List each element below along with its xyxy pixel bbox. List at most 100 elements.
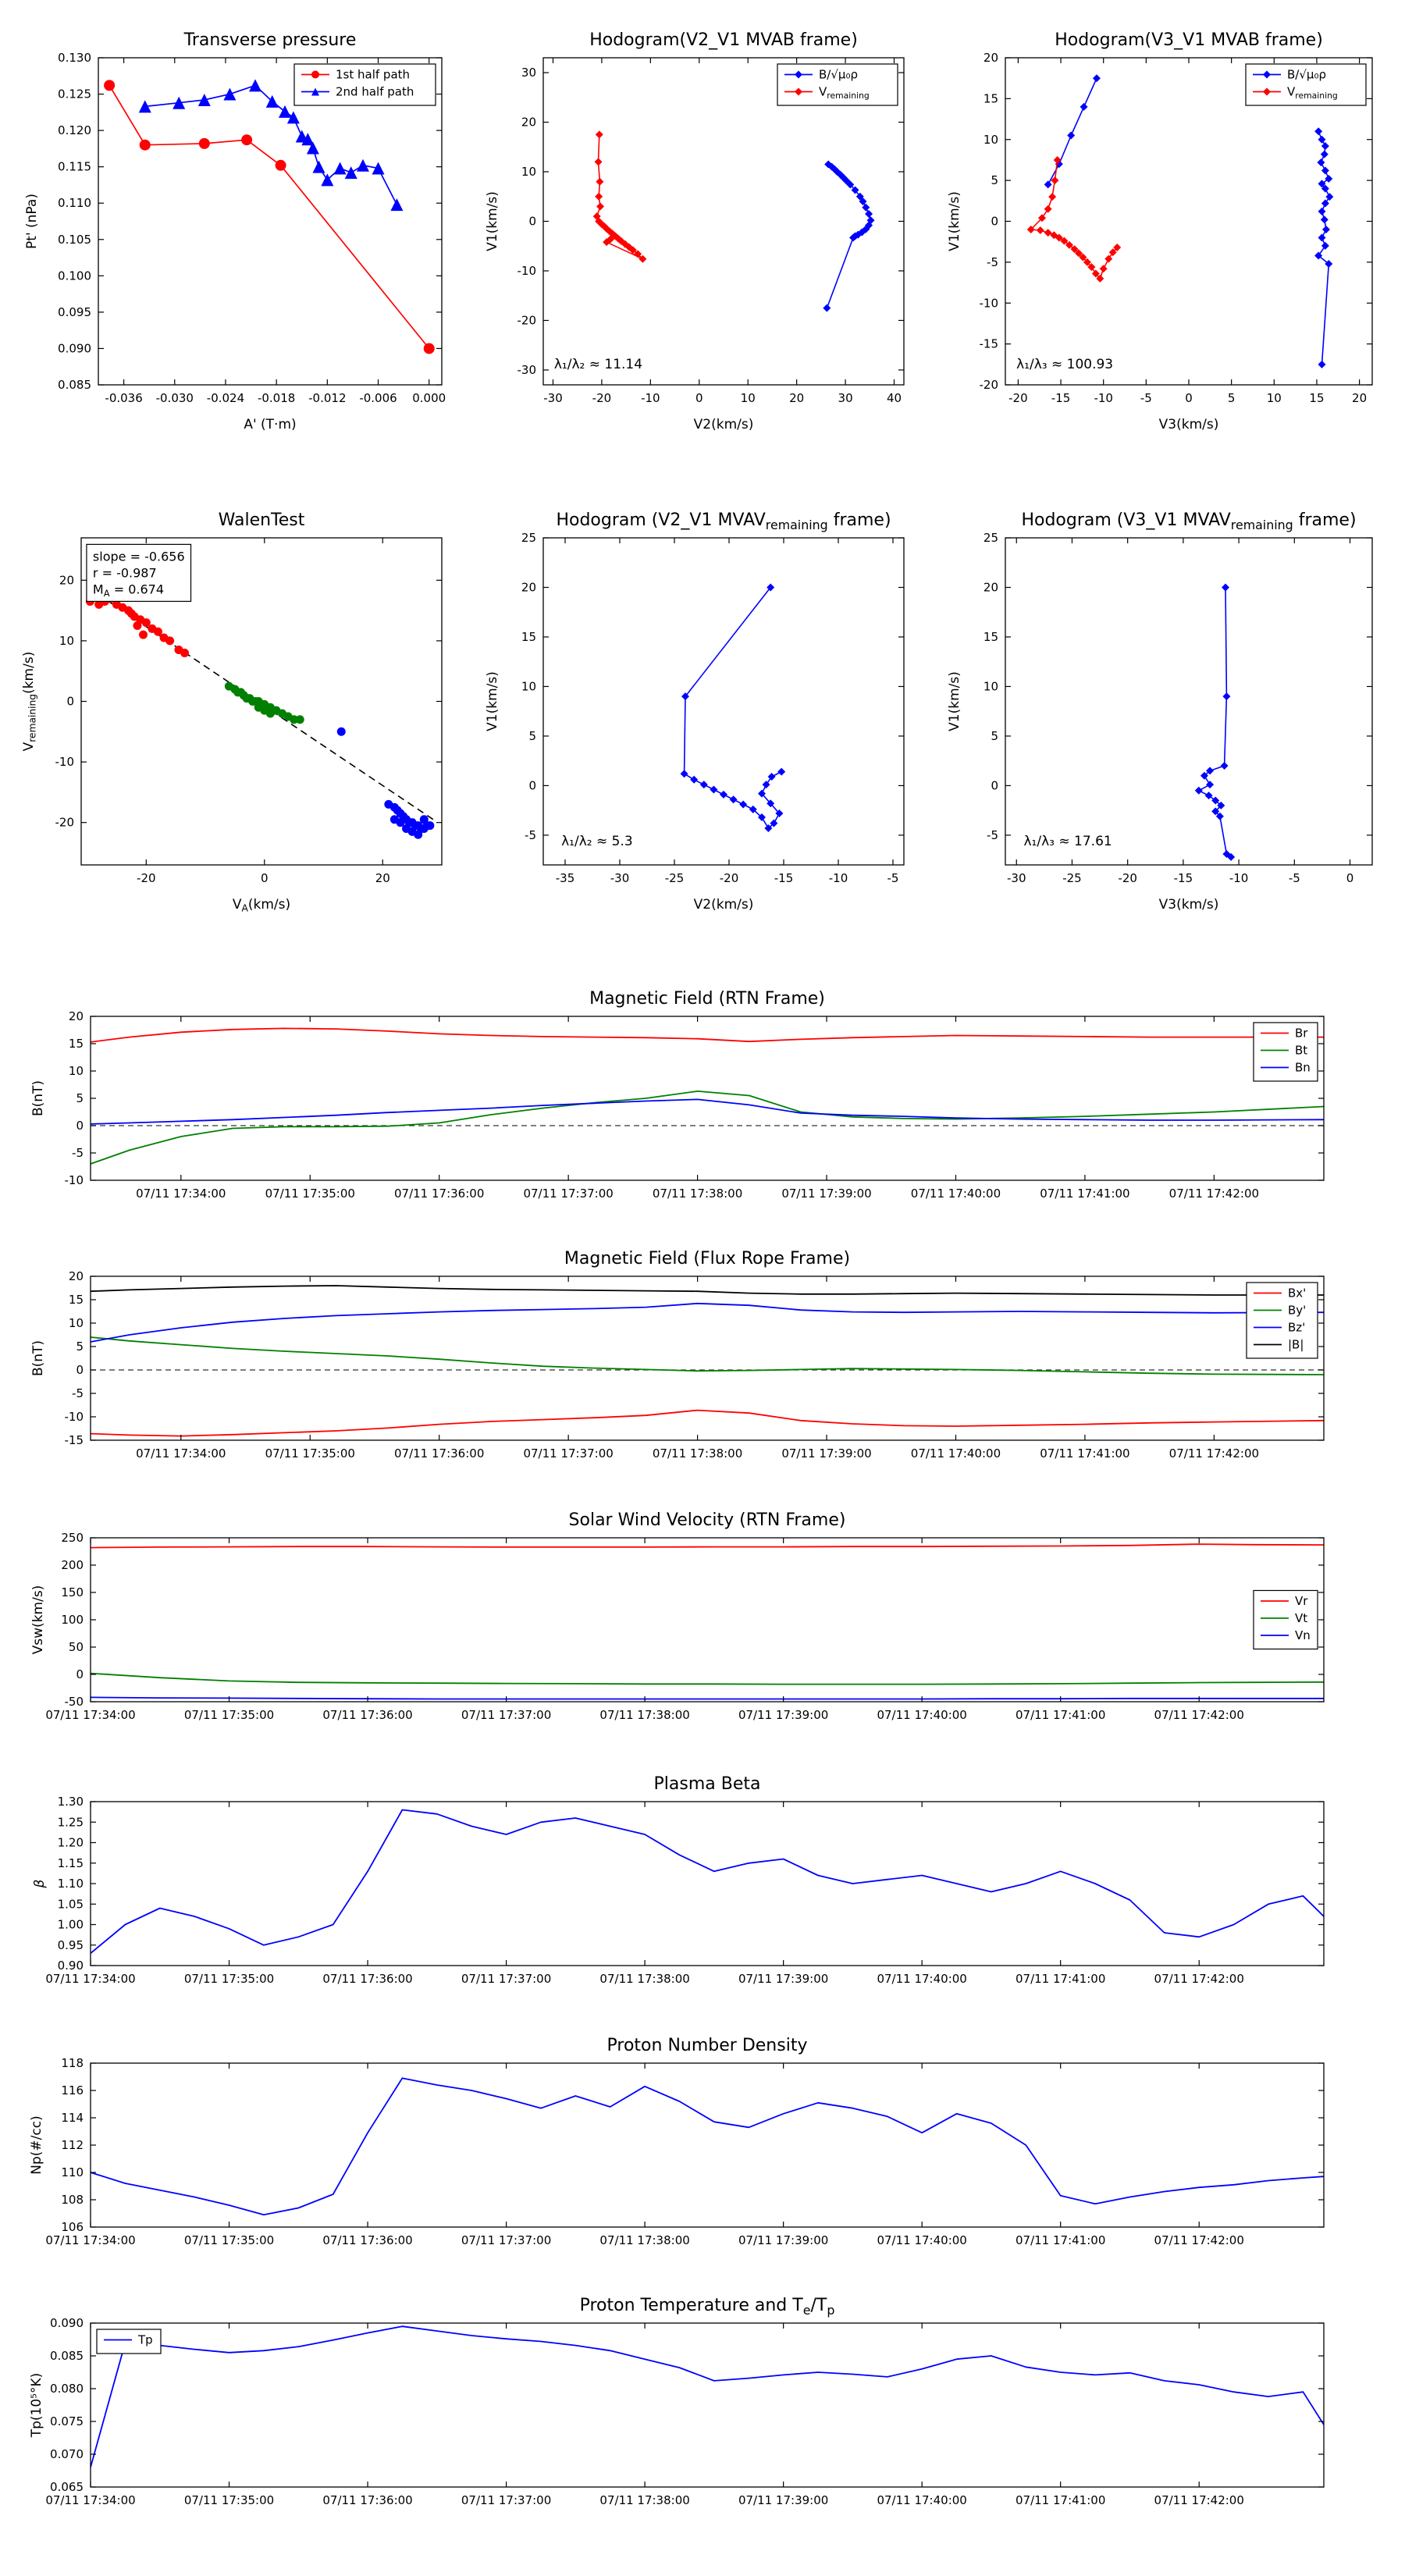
svg-text:07/11 17:35:00: 07/11 17:35:00 bbox=[184, 2233, 274, 2247]
svg-text:07/11 17:38:00: 07/11 17:38:00 bbox=[599, 1972, 689, 1986]
svg-text:0.125: 0.125 bbox=[58, 87, 91, 101]
svg-text:07/11 17:39:00: 07/11 17:39:00 bbox=[781, 1446, 871, 1461]
svg-text:15: 15 bbox=[521, 630, 536, 644]
svg-text:-25: -25 bbox=[1062, 871, 1082, 885]
svg-text:07/11 17:41:00: 07/11 17:41:00 bbox=[1040, 1187, 1129, 1201]
svg-text:07/11 17:41:00: 07/11 17:41:00 bbox=[1016, 1972, 1105, 1986]
svg-text:100: 100 bbox=[61, 1613, 84, 1627]
svg-text:MA = 0.674: MA = 0.674 bbox=[93, 582, 164, 599]
svg-text:B/√μ₀ρ: B/√μ₀ρ bbox=[819, 68, 858, 82]
svg-text:-15: -15 bbox=[774, 871, 794, 885]
svg-text:V1(km/s): V1(km/s) bbox=[947, 671, 962, 731]
svg-text:07/11 17:39:00: 07/11 17:39:00 bbox=[738, 1972, 828, 1986]
svg-text:0.105: 0.105 bbox=[58, 233, 91, 247]
svg-text:0.070: 0.070 bbox=[50, 2447, 84, 2461]
svg-text:-30: -30 bbox=[543, 391, 563, 405]
svg-text:07/11 17:39:00: 07/11 17:39:00 bbox=[781, 1187, 871, 1201]
hodogram-v2v1-mvav-plot: -35 -30 -25 -20 -15 -10 -5 -5 0 5 10 15 20 25 Hodogram… bbox=[476, 496, 923, 937]
svg-text:-15: -15 bbox=[980, 337, 999, 351]
svg-text:-5: -5 bbox=[987, 828, 998, 842]
svg-text:20: 20 bbox=[69, 1009, 84, 1023]
hodogram-v2v1-mvab-plot: -30 -20 -10 0 10 20 30 40 -30 -20 -10 0 10 20 30 Hodogr… bbox=[476, 16, 923, 457]
svg-text:-10: -10 bbox=[980, 296, 999, 310]
svg-text:λ₁/λ₃ ≈ 100.93: λ₁/λ₃ ≈ 100.93 bbox=[1016, 357, 1113, 372]
svg-text:07/11 17:38:00: 07/11 17:38:00 bbox=[599, 1708, 689, 1722]
svg-text:07/11 17:40:00: 07/11 17:40:00 bbox=[877, 2493, 966, 2507]
solar-wind-velocity-plot: 07/11 17:34:00 07/11 17:35:00 07/11 17:36:… bbox=[16, 1505, 1391, 1747]
svg-text:0.075: 0.075 bbox=[50, 2414, 84, 2428]
svg-text:30: 30 bbox=[838, 391, 853, 405]
chart-svg: 07/11 17:34:00 07/11 17:35:00 07/11 17:36:… bbox=[30, 989, 1325, 1201]
svg-text:Hodogram(V2_V1 MVAB frame): Hodogram(V2_V1 MVAB frame) bbox=[589, 30, 858, 50]
svg-text:07/11 17:37:00: 07/11 17:37:00 bbox=[461, 2493, 551, 2507]
svg-text:-5: -5 bbox=[1140, 391, 1152, 405]
svg-text:-20: -20 bbox=[55, 816, 75, 830]
svg-text:λ₁/λ₃ ≈ 17.61: λ₁/λ₃ ≈ 17.61 bbox=[1024, 834, 1112, 849]
svg-text:07/11 17:34:00: 07/11 17:34:00 bbox=[45, 2493, 135, 2507]
svg-text:20: 20 bbox=[789, 391, 804, 405]
svg-text:1.00: 1.00 bbox=[58, 1918, 84, 1932]
svg-text:0.115: 0.115 bbox=[58, 160, 91, 174]
chart-svg: 07/11 17:34:00 07/11 17:35:00 07/11 17:36:… bbox=[29, 2296, 1325, 2507]
svg-text:10: 10 bbox=[984, 133, 998, 147]
svg-text:r = -0.987: r = -0.987 bbox=[93, 565, 157, 580]
svg-text:Br: Br bbox=[1295, 1026, 1308, 1041]
svg-text:-20: -20 bbox=[720, 871, 739, 885]
chart-svg: 07/11 17:34:00 07/11 17:35:00 07/11 17:36:… bbox=[30, 1249, 1325, 1461]
svg-text:1.05: 1.05 bbox=[58, 1897, 84, 1911]
svg-text:1.30: 1.30 bbox=[58, 1795, 84, 1809]
svg-text:1st half path: 1st half path bbox=[336, 68, 410, 82]
svg-text:0.95: 0.95 bbox=[58, 1938, 84, 1952]
svg-text:-5: -5 bbox=[1289, 871, 1300, 885]
svg-text:-0.036: -0.036 bbox=[105, 391, 142, 405]
svg-text:15: 15 bbox=[984, 91, 998, 105]
svg-text:07/11 17:35:00: 07/11 17:35:00 bbox=[184, 1972, 274, 1986]
svg-text:5: 5 bbox=[528, 729, 536, 743]
svg-text:|B|: |B| bbox=[1288, 1338, 1304, 1352]
svg-text:30: 30 bbox=[521, 66, 536, 80]
svg-text:0.90: 0.90 bbox=[58, 1959, 84, 1973]
svg-text:114: 114 bbox=[61, 2111, 84, 2125]
svg-text:15: 15 bbox=[69, 1293, 84, 1307]
svg-text:0: 0 bbox=[528, 778, 536, 792]
svg-text:07/11 17:42:00: 07/11 17:42:00 bbox=[1154, 1972, 1244, 1986]
svg-text:0.000: 0.000 bbox=[412, 391, 446, 405]
svg-text:07/11 17:37:00: 07/11 17:37:00 bbox=[523, 1187, 613, 1201]
svg-text:0.080: 0.080 bbox=[50, 2382, 84, 2396]
svg-text:07/11 17:37:00: 07/11 17:37:00 bbox=[523, 1446, 613, 1461]
svg-text:07/11 17:36:00: 07/11 17:36:00 bbox=[394, 1187, 484, 1201]
svg-text:0: 0 bbox=[76, 1363, 84, 1377]
svg-text:10: 10 bbox=[1267, 391, 1282, 405]
svg-text:V2(km/s): V2(km/s) bbox=[694, 417, 754, 432]
svg-text:V3(km/s): V3(km/s) bbox=[1159, 897, 1219, 913]
svg-text:07/11 17:39:00: 07/11 17:39:00 bbox=[738, 2493, 828, 2507]
svg-text:-10: -10 bbox=[518, 264, 537, 278]
svg-text:0.090: 0.090 bbox=[58, 341, 91, 355]
svg-text:07/11 17:42:00: 07/11 17:42:00 bbox=[1154, 2493, 1244, 2507]
svg-text:10: 10 bbox=[984, 679, 998, 693]
svg-text:07/11 17:41:00: 07/11 17:41:00 bbox=[1040, 1446, 1129, 1461]
svg-text:Vremaining(km/s): Vremaining(km/s) bbox=[21, 652, 38, 752]
svg-text:Vremaining: Vremaining bbox=[1287, 85, 1338, 101]
svg-text:0.120: 0.120 bbox=[58, 123, 91, 137]
transverse-pressure-plot: -0.036 -0.030 -0.024 -0.018 -0.012 -0.006 0.00… bbox=[14, 16, 461, 457]
svg-text:V3(km/s): V3(km/s) bbox=[1159, 417, 1219, 432]
svg-text:Bz': Bz' bbox=[1288, 1321, 1305, 1335]
svg-text:07/11 17:41:00: 07/11 17:41:00 bbox=[1016, 2493, 1105, 2507]
svg-text:V1(km/s): V1(km/s) bbox=[947, 191, 962, 251]
svg-text:By': By' bbox=[1288, 1304, 1306, 1318]
svg-text:0: 0 bbox=[76, 1667, 84, 1681]
svg-text:10: 10 bbox=[521, 165, 536, 179]
chart-svg: -30 -25 -20 -15 -10 -5 0 -5 0 5 10 15 20 25 Hodogram (… bbox=[947, 511, 1373, 913]
svg-text:15: 15 bbox=[69, 1037, 84, 1051]
svg-text:-15: -15 bbox=[65, 1433, 84, 1447]
hodogram-v3v1-mvav-plot: -30 -25 -20 -15 -10 -5 0 -5 0 5 10 15 20 25 Hodogram (… bbox=[938, 496, 1391, 937]
chart-svg: 07/11 17:34:00 07/11 17:35:00 07/11 17:36:… bbox=[29, 2036, 1325, 2247]
svg-text:10: 10 bbox=[741, 391, 756, 405]
svg-text:0.085: 0.085 bbox=[58, 378, 91, 392]
svg-text:-5: -5 bbox=[525, 828, 536, 842]
svg-text:Pt' (nPa): Pt' (nPa) bbox=[24, 194, 40, 249]
svg-text:Magnetic Field (Flux Rope Fram: Magnetic Field (Flux Rope Frame) bbox=[564, 1249, 850, 1268]
svg-text:0.130: 0.130 bbox=[58, 51, 91, 65]
magnetic-field-rtn-plot: 07/11 17:34:00 07/11 17:35:00 07/11 17:36:… bbox=[16, 984, 1391, 1226]
